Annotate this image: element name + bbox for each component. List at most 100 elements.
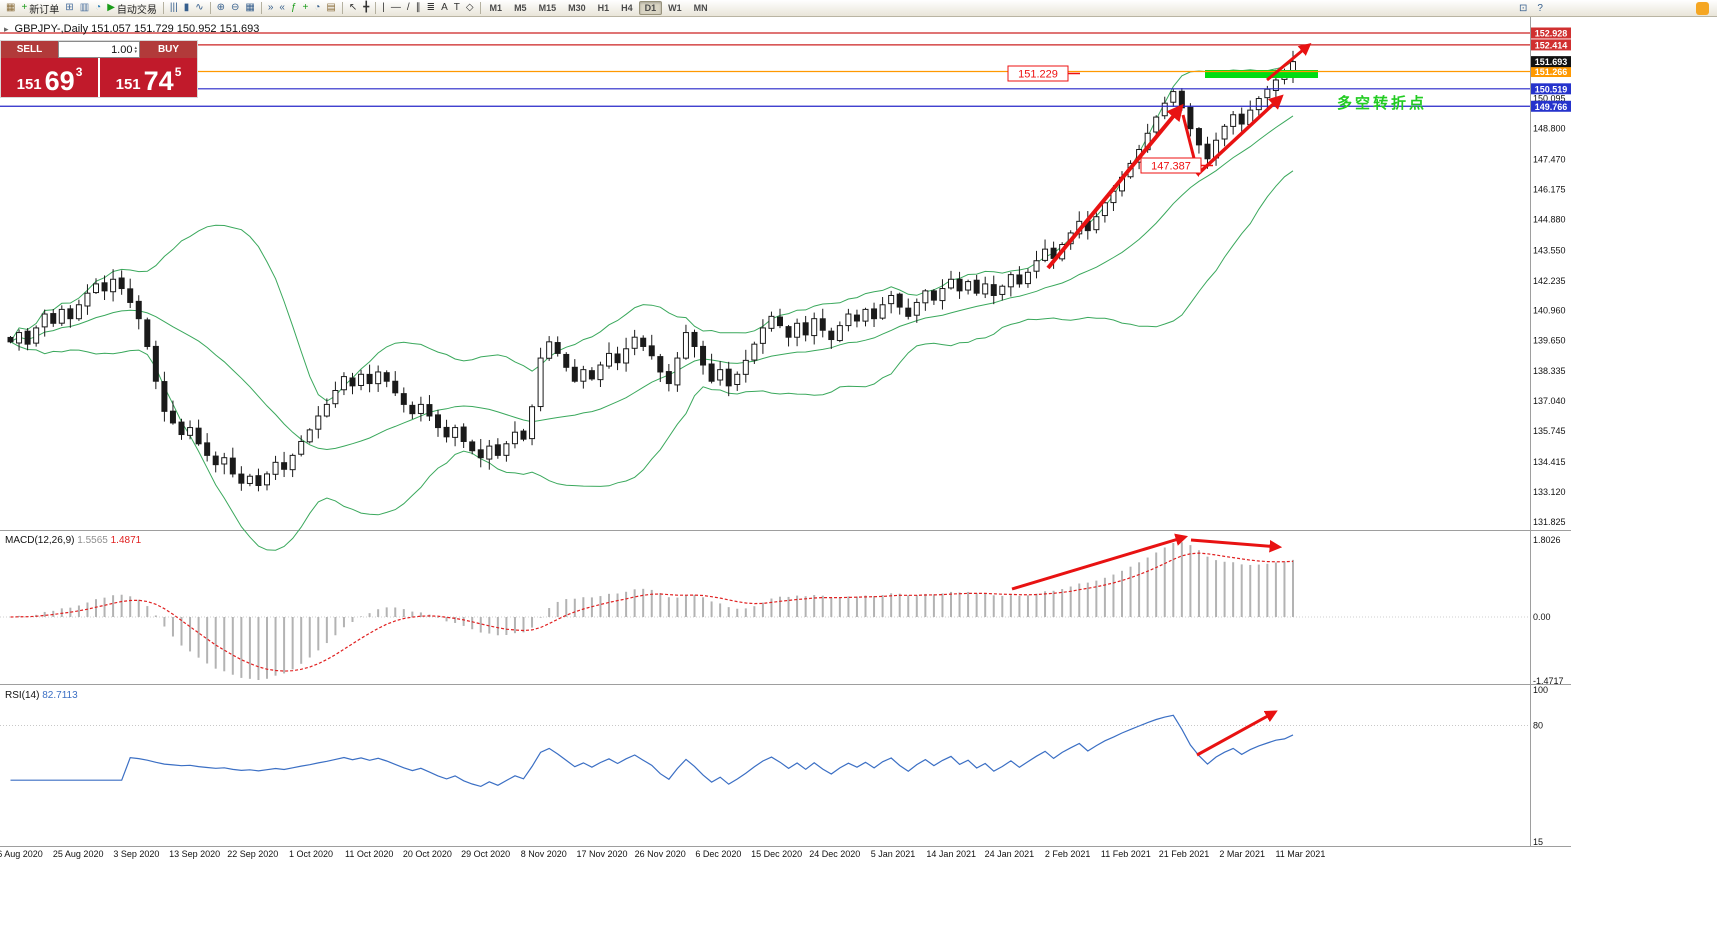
time-axis: 6 Aug 2020 25 Aug 2020 3 Sep 2020 13 Sep 20… (0, 849, 1325, 859)
svg-text:139.650: 139.650 (1533, 336, 1566, 346)
svg-text:140.960: 140.960 (1533, 305, 1566, 315)
sell-price-point: 3 (75, 65, 83, 79)
tf-h4[interactable]: H4 (621, 3, 633, 13)
cursor-icon[interactable]: ↖ (346, 1, 360, 16)
buy-button[interactable]: BUY (140, 41, 197, 58)
green-zone-marker[interactable] (1205, 70, 1318, 78)
templates-icon[interactable]: ▤ (323, 1, 338, 16)
refresh-icon[interactable]: ◔ (92, 1, 104, 16)
tf-m15[interactable]: M15 (538, 3, 557, 13)
auto-scroll-icon[interactable]: » (265, 1, 277, 16)
toolbar-separator (162, 2, 164, 14)
bar-chart-icon[interactable]: ||| (167, 1, 181, 16)
sell-price-pips: 69 (44, 65, 75, 96)
label-icon[interactable]: T (451, 1, 463, 16)
profiles-icon[interactable]: ▥ (77, 1, 92, 16)
annotations[interactable]: 151.229 147.387 多空转折点 (1007, 65, 1427, 174)
svg-text:2 Feb 2021: 2 Feb 2021 (1045, 849, 1091, 859)
fibonacci-icon[interactable]: ≣ (424, 1, 438, 16)
indicators-icon[interactable]: ƒ (288, 1, 300, 16)
trend-arrows[interactable] (1011, 42, 1312, 757)
sell-price-big: 151 (16, 76, 42, 93)
periods-icon[interactable]: ◔ (311, 1, 323, 16)
svg-text:20 Oct 2020: 20 Oct 2020 (403, 849, 452, 859)
horizontal-line-icon: — (390, 2, 401, 13)
tile-windows-icon: ▦ (245, 2, 255, 13)
candlestick-icon[interactable]: ▮ (181, 1, 193, 16)
help-icon[interactable]: ? (1537, 3, 1543, 14)
volume-value[interactable]: 1.00 (111, 43, 133, 56)
svg-text:24 Jan 2021: 24 Jan 2021 (985, 849, 1035, 859)
svg-text:152.928: 152.928 (1535, 29, 1568, 39)
panel-splitters[interactable] (0, 17, 1571, 847)
svg-text:13 Sep 2020: 13 Sep 2020 (169, 849, 220, 859)
tile-windows-icon[interactable]: ▦ (242, 1, 257, 16)
macd-panel: MACD(12,26,9) 1.5565 1.4871 1.8026 0.00 -1.… (0, 535, 1564, 686)
tf-h1[interactable]: H1 (597, 3, 610, 13)
periods-icon: ◔ (314, 2, 321, 13)
svg-text:150.095: 150.095 (1533, 94, 1566, 104)
volume-field[interactable]: 1.00 ▴ ▾ (58, 41, 140, 58)
toolbar-groups: ▦ + 新订单 ⊞ ▥ ◔ ▶ 自动交易 ||| ▮ ∿ ⊕ ⊖ ▦» «ƒ + ◔ ▤ ↖ ╋ | — / ∥ ≣ A T ◇ M1 M… (3, 1, 714, 16)
vertical-line-icon[interactable]: | (379, 1, 388, 16)
chart-windows-icon: ⊞ (65, 2, 74, 13)
svg-text:6 Aug 2020: 6 Aug 2020 (0, 849, 43, 859)
svg-text:146.175: 146.175 (1533, 184, 1566, 194)
volume-spinner[interactable]: ▴ ▾ (134, 44, 137, 55)
svg-text:151.693: 151.693 (1535, 57, 1568, 67)
new-chart-icon[interactable]: ▦ (3, 1, 18, 16)
svg-text:5 Jan 2021: 5 Jan 2021 (871, 849, 916, 859)
line-chart-icon[interactable]: ∿ (192, 1, 206, 16)
turning-point-note[interactable]: 多空转折点 (1337, 94, 1427, 112)
toolbar-separator (209, 2, 211, 14)
tf-m30[interactable]: M30 (568, 3, 586, 13)
text-icon[interactable]: A (438, 1, 451, 16)
auto-scroll-icon: » (267, 2, 274, 13)
chart-windows-icon[interactable]: ⊞ (62, 1, 76, 16)
svg-text:144.880: 144.880 (1533, 214, 1566, 224)
svg-text:15: 15 (1533, 837, 1543, 847)
trendline-icon[interactable]: / (404, 1, 413, 16)
vertical-line-icon: | (382, 2, 385, 13)
shapes-icon[interactable]: ◇ (463, 1, 477, 16)
tf-w1[interactable]: W1 (668, 3, 682, 13)
new-order-button[interactable]: + 新订单 (18, 1, 62, 16)
label-icon: T (453, 2, 460, 13)
main-toolbar: ▦ + 新订单 ⊞ ▥ ◔ ▶ 自动交易 ||| ▮ ∿ ⊕ ⊖ ▦» «ƒ + ◔ ▤ ↖ ╋ | — / ∥ ≣ A T ◇ M1 M… (0, 0, 1717, 17)
chart-shift-icon: « (279, 2, 285, 13)
profiles-icon: ▥ (79, 2, 90, 13)
sell-button[interactable]: SELL (1, 41, 58, 58)
zoom-in-icon[interactable]: ⊕ (214, 1, 228, 16)
channel-icon: ∥ (415, 2, 421, 13)
line-chart-icon: ∿ (195, 2, 204, 13)
crosshair-icon[interactable]: ╋ (360, 1, 372, 16)
svg-text:25 Aug 2020: 25 Aug 2020 (53, 849, 104, 859)
new-chart-icon: ▦ (6, 2, 16, 13)
toolbar-right-icons: ⊡? (1516, 1, 1546, 16)
tf-m1[interactable]: M1 (489, 3, 503, 13)
buy-price-pips: 74 (143, 65, 174, 96)
tf-d1[interactable]: D1 (638, 1, 663, 15)
one-click-collapse-icon[interactable]: ▸ (4, 23, 9, 34)
channel-icon[interactable]: ∥ (413, 1, 424, 16)
svg-text:138.335: 138.335 (1533, 366, 1566, 376)
community-icon[interactable] (1696, 2, 1709, 15)
horizontal-line-icon[interactable]: — (388, 1, 404, 16)
buy-price[interactable]: 151 74 5 (100, 58, 197, 97)
tf-mn[interactable]: MN (693, 3, 708, 13)
svg-text:21 Feb 2021: 21 Feb 2021 (1159, 849, 1210, 859)
sell-price[interactable]: 151 69 3 (1, 58, 98, 97)
tf-m5[interactable]: M5 (514, 3, 527, 13)
add-indicator-icon[interactable]: + (300, 1, 312, 16)
svg-text:8 Nov 2020: 8 Nov 2020 (521, 849, 567, 859)
svg-text:143.550: 143.550 (1533, 245, 1566, 255)
candlestick-icon: ▮ (183, 2, 190, 13)
fibonacci-icon: ≣ (426, 2, 436, 13)
toolbar-separator (260, 2, 262, 14)
svg-text:133.120: 133.120 (1533, 487, 1566, 497)
autotrade-button[interactable]: ▶ 自动交易 (104, 1, 160, 16)
chart-search-icon[interactable]: ⊡ (1519, 3, 1528, 14)
zoom-out-icon[interactable]: ⊖ (228, 1, 242, 16)
chart-shift-icon[interactable]: « (276, 1, 288, 16)
